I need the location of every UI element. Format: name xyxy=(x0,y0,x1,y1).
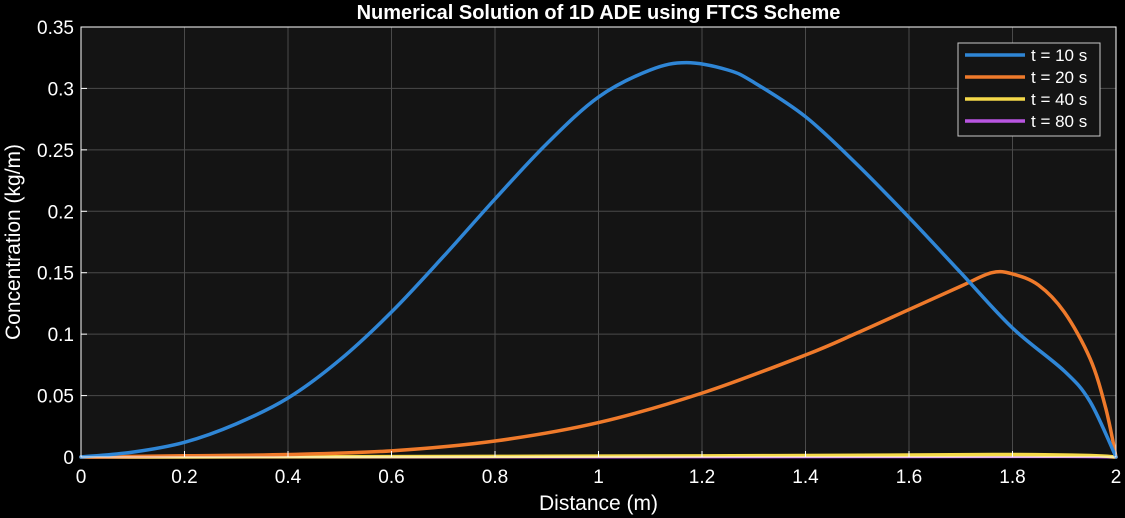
y-tick-label: 0.2 xyxy=(48,202,74,223)
x-tick-label: 0.2 xyxy=(171,467,197,488)
chart-title: Numerical Solution of 1D ADE using FTCS … xyxy=(357,2,841,24)
legend-label-4: t = 80 s xyxy=(1031,112,1087,131)
y-tick-label: 0.35 xyxy=(37,18,74,39)
series-line-1 xyxy=(79,60,1118,459)
y-tick-label: 0.25 xyxy=(37,141,74,162)
y-tick-label: 0.1 xyxy=(48,325,74,346)
x-axis-ticks: 0 0.2 0.4 0.6 0.8 1 1.2 1.4 1.6 1.8 2 xyxy=(76,451,1122,488)
y-axis-ticks: 0 0.05 0.1 0.15 0.2 0.25 0.3 0.35 xyxy=(37,18,87,469)
legend-items: t = 10 s t = 20 s t = 40 s t = 80 s xyxy=(965,46,1087,131)
legend: t = 10 s t = 20 s t = 40 s t = 80 s xyxy=(957,42,1101,137)
x-tick-label: 0.4 xyxy=(275,467,302,488)
x-tick-label: 1.6 xyxy=(896,467,922,488)
y-tick-label: 0.3 xyxy=(48,79,74,100)
x-tick-label: 0 xyxy=(76,467,87,488)
series-line-2 xyxy=(79,269,1118,459)
x-tick-label: 1.2 xyxy=(689,467,715,488)
y-tick-label: 0.15 xyxy=(37,264,74,285)
x-tick-label: 1.8 xyxy=(999,467,1025,488)
x-axis-title: Distance (m) xyxy=(539,492,658,515)
legend-label-2: t = 20 s xyxy=(1031,68,1087,87)
x-tick-label: 0.8 xyxy=(482,467,508,488)
x-tick-label: 0.6 xyxy=(378,467,404,488)
y-tick-label: 0.05 xyxy=(37,387,74,408)
legend-label-3: t = 40 s xyxy=(1031,90,1087,109)
legend-label-1: t = 10 s xyxy=(1031,46,1087,65)
y-axis-title: Concentration (kg/m) xyxy=(2,144,25,340)
x-tick-label: 2 xyxy=(1111,467,1122,488)
x-tick-label: 1 xyxy=(593,467,604,488)
y-tick-label: 0 xyxy=(63,448,74,469)
x-tick-label: 1.4 xyxy=(792,467,819,488)
